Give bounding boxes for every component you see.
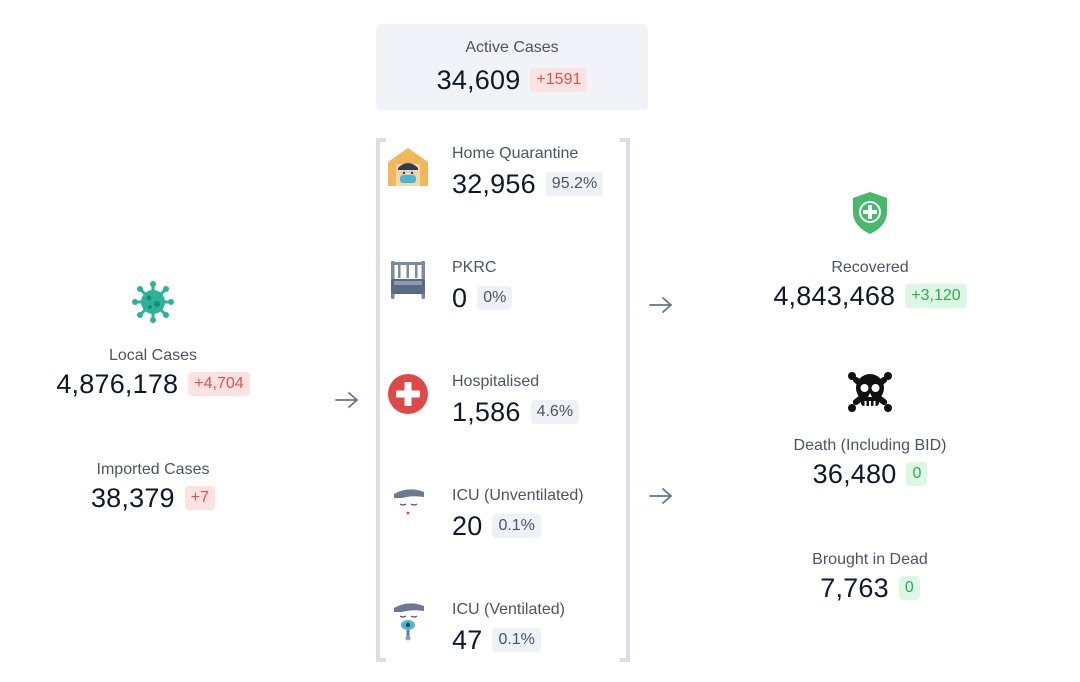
- icu-ventilated-label: ICU (Ventilated): [452, 601, 565, 618]
- local-cases-block: Local Cases 4,876,178 +4,704: [48, 280, 258, 400]
- icu-unventilated-percent: 0.1%: [492, 514, 541, 538]
- active-cases-card: Active Cases 34,609 +1591: [376, 24, 648, 110]
- arrow-right-icon: [649, 297, 672, 313]
- imported-cases-label: Imported Cases: [96, 461, 210, 478]
- virus-icon: [132, 281, 174, 323]
- death-block: Death (Including BID) 36,480 0: [740, 368, 1000, 490]
- arrow-right-icon: [335, 392, 358, 408]
- hospitalised-label: Hospitalised: [452, 373, 540, 390]
- local-cases-delta: +4,704: [188, 372, 250, 396]
- icu-ventilated-value: 47: [452, 625, 483, 655]
- imported-cases-delta: +7: [184, 486, 216, 510]
- skull-crossbones-icon: [848, 372, 892, 412]
- active-cases-delta: +1591: [530, 68, 588, 92]
- icu-ventilated-percent: 0.1%: [492, 628, 541, 652]
- breakdown-bracket-left: [376, 138, 386, 662]
- active-cases-label: Active Cases: [465, 39, 559, 56]
- home-quarantine-value: 32,956: [452, 169, 536, 199]
- death-delta: 0: [906, 462, 928, 486]
- icu-unventilated-label: ICU (Unventilated): [452, 487, 584, 504]
- hospitalised-value: 1,586: [452, 397, 521, 427]
- death-value: 36,480: [812, 459, 897, 489]
- pkrc-label: PKRC: [452, 259, 497, 276]
- icu-unventilated-value: 20: [452, 511, 483, 541]
- recovered-delta: +3,120: [905, 284, 967, 308]
- shield-plus-icon: [853, 192, 887, 234]
- breakdown-bracket-right: [620, 138, 630, 662]
- imported-cases-value: 38,379: [90, 483, 175, 513]
- local-cases-label: Local Cases: [108, 347, 198, 364]
- brought-in-dead-block: Brought in Dead 7,763 0: [740, 550, 1000, 604]
- death-label: Death (Including BID): [793, 437, 947, 454]
- imported-cases-block: Imported Cases 38,379 +7: [48, 460, 258, 514]
- bid-label: Brought in Dead: [812, 551, 928, 568]
- home-quarantine-icon: [388, 148, 428, 186]
- recovered-block: Recovered 4,843,468 +3,120: [740, 190, 1000, 312]
- icu-unventilated-icon: [394, 489, 424, 515]
- home-quarantine-label: Home Quarantine: [452, 145, 579, 162]
- hospital-cross-icon: [388, 374, 428, 414]
- home-quarantine-percent: 95.2%: [545, 172, 604, 196]
- bid-delta: 0: [898, 576, 920, 600]
- pkrc-percent: 0%: [477, 286, 513, 310]
- arrow-right-icon: [649, 488, 672, 504]
- recovered-value: 4,843,468: [773, 281, 896, 311]
- icu-ventilated-icon: [394, 603, 424, 641]
- active-cases-value: 34,609: [436, 65, 521, 95]
- recovered-label: Recovered: [831, 259, 909, 276]
- bed-icon: [391, 261, 425, 299]
- bid-value: 7,763: [820, 573, 889, 603]
- pkrc-value: 0: [452, 283, 468, 313]
- hospitalised-percent: 4.6%: [530, 400, 580, 424]
- local-cases-value: 4,876,178: [56, 369, 179, 399]
